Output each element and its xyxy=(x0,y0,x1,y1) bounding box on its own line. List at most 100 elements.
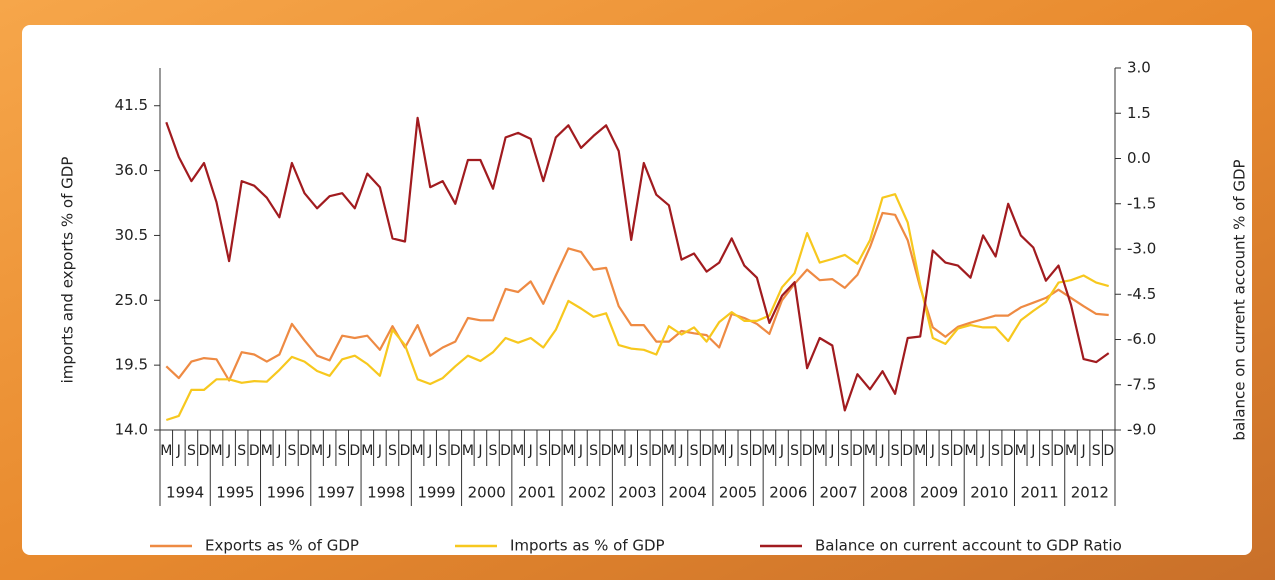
x-tick-label: S xyxy=(489,443,498,459)
series-line xyxy=(165,193,1109,422)
series-line xyxy=(165,116,1110,412)
x-tick-label: D xyxy=(953,443,964,459)
y-axis-title: imports and exports % of GDP xyxy=(59,157,77,384)
x-tick-label: J xyxy=(276,443,281,459)
x-tick-label: S xyxy=(1092,443,1101,459)
x-tick-label: D xyxy=(751,443,762,459)
x-tick-label: D xyxy=(651,443,662,459)
y-tick-label: 19.5 xyxy=(115,356,148,374)
y2-tick-label: -3.0 xyxy=(1127,240,1156,258)
y-tick-label: 14.0 xyxy=(115,421,148,439)
year-label: 1997 xyxy=(317,484,355,502)
x-tick-label: J xyxy=(678,443,683,459)
x-tick-label: S xyxy=(639,443,648,459)
year-label: 1996 xyxy=(267,484,305,502)
x-tick-label: M xyxy=(713,443,725,459)
year-label: 1998 xyxy=(367,484,405,502)
x-tick-label: M xyxy=(462,443,474,459)
x-tick-label: J xyxy=(226,443,231,459)
x-tick-label: J xyxy=(578,443,583,459)
x-tick-label: S xyxy=(690,443,699,459)
x-tick-label: S xyxy=(941,443,950,459)
year-label: 2012 xyxy=(1071,484,1109,502)
x-tick-label: S xyxy=(740,443,749,459)
y2-tick-label: 3.0 xyxy=(1127,59,1151,77)
x-tick-label: D xyxy=(500,443,511,459)
x-tick-label: M xyxy=(311,443,323,459)
x-tick-label: M xyxy=(512,443,524,459)
x-tick-label: D xyxy=(299,443,310,459)
x-tick-label: S xyxy=(539,443,548,459)
x-tick-label: S xyxy=(840,443,849,459)
x-tick-label: J xyxy=(1081,443,1086,459)
y-tick-label: 25.0 xyxy=(115,291,148,309)
year-label: 2001 xyxy=(518,484,556,502)
x-tick-label: J xyxy=(930,443,935,459)
x-tick-label: J xyxy=(879,443,884,459)
x-tick-label: M xyxy=(361,443,373,459)
x-tick-label: D xyxy=(400,443,411,459)
x-tick-label: J xyxy=(327,443,332,459)
x-tick-label: J xyxy=(427,443,432,459)
x-tick-label: J xyxy=(628,443,633,459)
x-tick-label: D xyxy=(852,443,863,459)
x-tick-label: S xyxy=(589,443,598,459)
legend-label: Exports as % of GDP xyxy=(205,537,359,555)
y2-tick-label: -4.5 xyxy=(1127,285,1156,303)
x-tick-label: M xyxy=(412,443,424,459)
x-tick-label: M xyxy=(914,443,926,459)
year-label: 1995 xyxy=(216,484,254,502)
x-tick-label: D xyxy=(199,443,210,459)
year-label: 2010 xyxy=(970,484,1008,502)
x-tick-label: S xyxy=(991,443,1000,459)
x-tick-label: D xyxy=(249,443,260,459)
x-tick-label: M xyxy=(1015,443,1027,459)
x-tick-label: D xyxy=(802,443,813,459)
panel xyxy=(22,25,1252,555)
x-tick-label: J xyxy=(980,443,985,459)
x-tick-label: M xyxy=(864,443,876,459)
x-tick-label: M xyxy=(562,443,574,459)
x-tick-label: J xyxy=(729,443,734,459)
y-tick-label: 30.5 xyxy=(115,226,148,244)
x-tick-label: D xyxy=(450,443,461,459)
legend-label: Balance on current account to GDP Ratio xyxy=(815,537,1122,555)
x-tick-label: M xyxy=(160,443,172,459)
x-tick-label: D xyxy=(349,443,360,459)
year-label: 2006 xyxy=(769,484,807,502)
x-tick-label: S xyxy=(891,443,900,459)
x-tick-label: S xyxy=(1041,443,1050,459)
legend-label: Imports as % of GDP xyxy=(510,537,665,555)
x-tick-label: D xyxy=(550,443,561,459)
x-tick-label: D xyxy=(902,443,913,459)
year-label: 2002 xyxy=(568,484,606,502)
x-tick-label: S xyxy=(790,443,799,459)
x-tick-label: S xyxy=(237,443,246,459)
x-tick-label: D xyxy=(1103,443,1114,459)
x-tick-label: M xyxy=(210,443,222,459)
y2-tick-label: -6.0 xyxy=(1127,330,1156,348)
x-tick-label: M xyxy=(964,443,976,459)
x-tick-label: J xyxy=(477,443,482,459)
year-label: 2004 xyxy=(669,484,707,502)
year-label: 1999 xyxy=(417,484,455,502)
year-label: 2007 xyxy=(819,484,857,502)
x-tick-label: D xyxy=(701,443,712,459)
year-label: 2009 xyxy=(920,484,958,502)
x-tick-label: D xyxy=(1003,443,1014,459)
x-tick-label: J xyxy=(377,443,382,459)
x-tick-label: M xyxy=(663,443,675,459)
year-label: 1994 xyxy=(166,484,204,502)
x-tick-label: J xyxy=(1030,443,1035,459)
year-label: 2005 xyxy=(719,484,757,502)
x-tick-label: M xyxy=(1065,443,1077,459)
x-tick-label: M xyxy=(261,443,273,459)
year-label: 2003 xyxy=(618,484,656,502)
x-tick-label: D xyxy=(601,443,612,459)
x-tick-label: M xyxy=(814,443,826,459)
x-tick-label: S xyxy=(438,443,447,459)
x-tick-label: S xyxy=(388,443,397,459)
y2-axis-title: balance on current account % of GDP xyxy=(1231,159,1249,440)
x-tick-label: S xyxy=(287,443,296,459)
